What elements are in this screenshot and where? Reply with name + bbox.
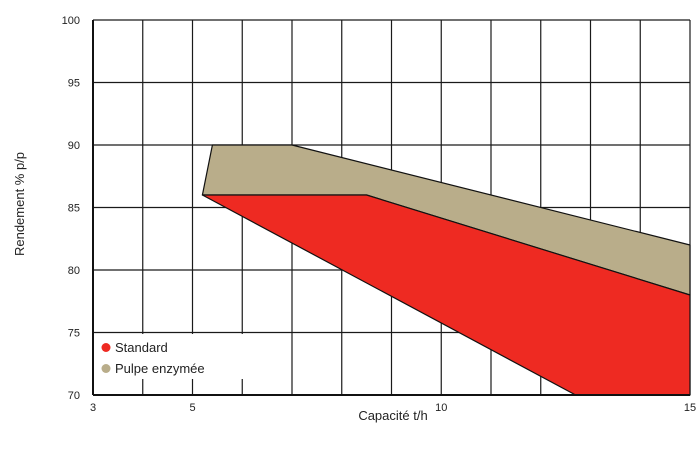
y-tick-label-95: 95 <box>68 78 80 90</box>
y-tick-label-100: 100 <box>62 15 80 27</box>
area-standard <box>201 194 691 396</box>
y-tick-label-90: 90 <box>68 140 80 152</box>
y-tick-labels: 70 75 80 85 90 95 100 <box>62 15 80 402</box>
legend-swatch-standard <box>101 343 111 352</box>
x-tick-labels: 3 5 10 15 <box>90 402 696 414</box>
y-tick-label-75: 75 <box>68 328 80 340</box>
x-axis-title: Capacité t/h <box>358 408 427 423</box>
legend-swatch-pulpe-enzymee <box>101 364 111 373</box>
series-areas <box>201 144 691 396</box>
y-tick-label-70: 70 <box>68 390 80 402</box>
x-tick-label-15: 15 <box>684 402 696 414</box>
y-tick-label-80: 80 <box>68 265 80 277</box>
legend: Standard Pulpe enzymée <box>95 334 267 379</box>
y-axis-title: Rendement % p/p <box>12 152 27 256</box>
x-tick-label-5: 5 <box>189 402 195 414</box>
axes <box>92 20 690 396</box>
x-tick-label-10: 10 <box>435 402 447 414</box>
legend-label-pulpe-enzymee: Pulpe enzymée <box>115 361 205 376</box>
legend-label-standard: Standard <box>115 340 168 355</box>
x-tick-label-3: 3 <box>90 402 96 414</box>
y-tick-label-85: 85 <box>68 203 80 215</box>
legend-box <box>95 334 267 379</box>
